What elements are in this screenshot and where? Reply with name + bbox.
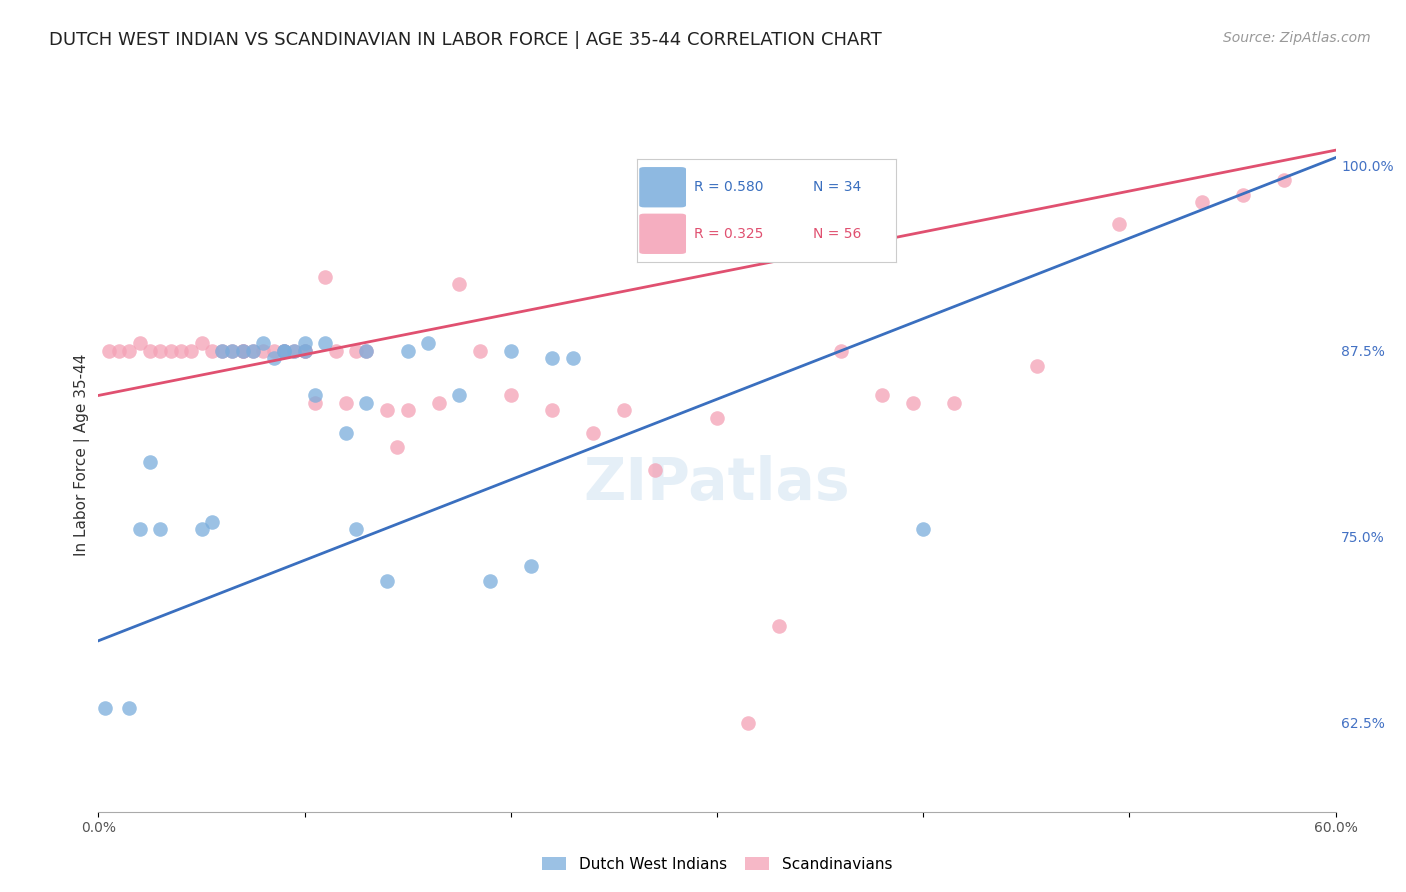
Point [159, 343, 181, 358]
Point [294, 343, 316, 358]
Point [211, 343, 233, 358]
Point [190, 336, 212, 351]
Point [294, 343, 316, 358]
Point [252, 336, 274, 351]
Point [283, 343, 305, 358]
Point [263, 351, 285, 366]
Text: ZIPatlas: ZIPatlas [583, 455, 851, 512]
Point [232, 343, 254, 358]
Point [335, 396, 357, 410]
Point [201, 343, 224, 358]
Point [356, 343, 378, 358]
Point [479, 574, 502, 589]
Point [706, 410, 728, 425]
Point [314, 269, 336, 284]
Y-axis label: In Labor Force | Age 35-44: In Labor Force | Age 35-44 [75, 354, 90, 556]
Point [242, 343, 264, 358]
Point [273, 343, 295, 358]
Point [118, 700, 141, 714]
Legend: Dutch West Indians, Scandinavians: Dutch West Indians, Scandinavians [541, 857, 893, 871]
Point [901, 396, 924, 410]
Point [252, 343, 274, 358]
Point [356, 396, 378, 410]
Point [190, 522, 212, 536]
Point [108, 343, 131, 358]
Point [418, 336, 440, 351]
Point [468, 343, 491, 358]
Point [1108, 218, 1130, 232]
Point [1025, 359, 1047, 373]
Point [449, 388, 471, 402]
Point [139, 343, 162, 358]
Point [541, 351, 564, 366]
Point [912, 522, 935, 536]
Point [273, 343, 295, 358]
Point [118, 343, 141, 358]
Point [375, 403, 398, 417]
Point [232, 343, 254, 358]
Point [387, 441, 409, 455]
Point [128, 522, 150, 536]
Point [242, 343, 264, 358]
Text: Source: ZipAtlas.com: Source: ZipAtlas.com [1223, 31, 1371, 45]
Point [128, 336, 150, 351]
Point [273, 343, 295, 358]
Point [344, 522, 367, 536]
Point [613, 403, 636, 417]
Point [97, 343, 120, 358]
Point [93, 700, 115, 714]
Point [943, 396, 966, 410]
Point [499, 343, 522, 358]
Point [356, 343, 378, 358]
Point [1272, 173, 1295, 187]
Point [396, 403, 419, 417]
Point [449, 277, 471, 291]
Point [561, 351, 583, 366]
Point [737, 715, 759, 730]
Point [304, 388, 326, 402]
Point [830, 343, 852, 358]
Point [344, 343, 367, 358]
Point [149, 343, 172, 358]
Text: DUTCH WEST INDIAN VS SCANDINAVIAN IN LABOR FORCE | AGE 35-44 CORRELATION CHART: DUTCH WEST INDIAN VS SCANDINAVIAN IN LAB… [49, 31, 882, 49]
Point [294, 343, 316, 358]
Point [375, 574, 398, 589]
Point [325, 343, 347, 358]
Point [211, 343, 233, 358]
Point [644, 463, 666, 477]
Point [263, 343, 285, 358]
Point [221, 343, 243, 358]
Point [1191, 195, 1213, 210]
Point [170, 343, 193, 358]
Point [149, 522, 172, 536]
Point [314, 336, 336, 351]
Point [232, 343, 254, 358]
Point [1232, 187, 1254, 202]
Point [273, 343, 295, 358]
Point [427, 396, 450, 410]
Point [180, 343, 202, 358]
Point [870, 388, 893, 402]
Point [283, 343, 305, 358]
Point [541, 403, 564, 417]
Point [768, 619, 790, 633]
Point [139, 455, 162, 469]
Point [304, 396, 326, 410]
Point [294, 336, 316, 351]
Point [396, 343, 419, 358]
Point [335, 425, 357, 440]
Point [520, 559, 543, 574]
Point [499, 388, 522, 402]
Point [201, 515, 224, 529]
Point [221, 343, 243, 358]
Point [582, 425, 605, 440]
